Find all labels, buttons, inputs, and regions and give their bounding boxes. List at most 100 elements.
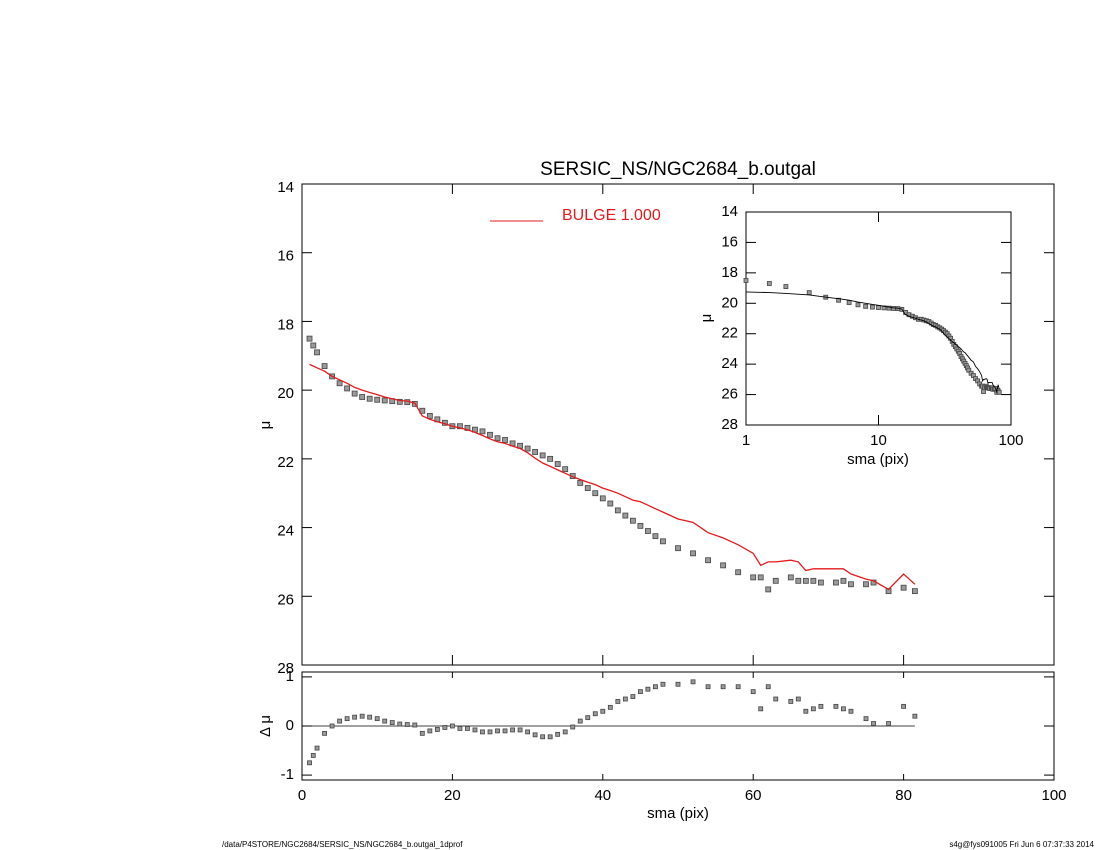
data-point	[787, 574, 794, 581]
residual-point	[397, 721, 403, 727]
data-point	[487, 431, 493, 438]
residual-point	[660, 681, 666, 687]
y-tick-label: 1	[286, 668, 294, 685]
data-point	[675, 545, 681, 552]
data-point	[848, 581, 854, 588]
y-tick-label: 26	[277, 591, 294, 608]
data-point	[911, 588, 918, 595]
data-point	[547, 455, 554, 462]
residual-point	[487, 729, 493, 735]
residual-point	[359, 713, 365, 719]
data-point	[321, 363, 328, 369]
inset-point	[886, 305, 892, 311]
y-tick-label: 16	[721, 233, 738, 250]
x-tick-label: 40	[594, 787, 611, 804]
data-point	[351, 390, 358, 397]
residual-point	[818, 703, 824, 709]
data-point	[457, 423, 463, 430]
x-axis-label: sma (pix)	[647, 805, 709, 822]
residual-point	[532, 732, 538, 738]
residual-point	[758, 706, 764, 712]
x-tick-label: 100	[998, 432, 1023, 449]
y-tick-label: 28	[721, 416, 738, 433]
y-axis-label: μ	[698, 314, 715, 323]
plot-frame	[301, 183, 1055, 666]
inset-point	[855, 302, 861, 308]
data-point	[592, 490, 599, 497]
x-tick-label: 80	[895, 787, 912, 804]
data-point	[840, 577, 847, 584]
data-point	[810, 577, 817, 584]
data-point	[735, 569, 742, 576]
residual-point	[412, 722, 418, 728]
residual-point	[307, 760, 312, 766]
residual-point	[750, 689, 756, 695]
data-point	[772, 577, 779, 584]
residual-point	[495, 728, 500, 734]
residual-point	[765, 684, 771, 690]
data-point	[524, 445, 531, 452]
y-axis-label: Δ μ	[257, 715, 274, 737]
residual-point	[322, 730, 327, 736]
data-point	[374, 396, 381, 403]
inset-point	[996, 389, 1002, 395]
y-tick-label: 14	[721, 203, 738, 220]
inset-point	[891, 306, 896, 311]
inset-point	[870, 304, 875, 310]
residual-point	[310, 753, 316, 758]
data-point	[629, 517, 636, 524]
x-tick-label: 0	[298, 787, 306, 804]
residual-point	[562, 729, 568, 735]
residual-point	[592, 711, 598, 717]
y-tick-label: 22	[277, 454, 294, 471]
data-point	[577, 480, 584, 486]
residual-point	[871, 721, 876, 726]
inset-point	[783, 284, 789, 289]
data-point	[396, 398, 403, 405]
x-tick-label: 100	[1041, 787, 1066, 804]
residual-point	[314, 745, 320, 751]
data-point	[366, 395, 373, 402]
inset-point	[863, 303, 869, 309]
data-point	[652, 533, 659, 540]
data-point	[532, 449, 539, 455]
residual-point	[389, 720, 395, 725]
residual-point	[653, 684, 658, 690]
data-point	[720, 562, 727, 569]
residual-point	[374, 716, 380, 722]
residual-point	[382, 718, 388, 724]
data-point	[381, 397, 388, 404]
legend-label: BULGE 1.000	[562, 207, 661, 224]
inset-background	[746, 212, 1011, 425]
data-point	[645, 528, 651, 534]
data-point	[660, 538, 666, 545]
y-tick-label: 18	[277, 316, 294, 333]
data-point	[802, 577, 809, 584]
residual-point	[510, 727, 515, 733]
residual-point	[615, 699, 621, 704]
residual-point	[367, 714, 373, 720]
data-point	[705, 557, 711, 564]
inset-point	[846, 300, 852, 305]
residual-point	[841, 706, 846, 712]
footer-left: /data/P4STORE/NGC2684/SERSIC_NS/NGC2684_…	[222, 840, 463, 849]
residual-point	[912, 713, 918, 719]
residual-point	[502, 728, 508, 734]
x-tick-label: 20	[444, 787, 461, 804]
y-tick-label: 24	[277, 523, 294, 540]
y-tick-label: 18	[721, 264, 738, 281]
residual-point	[480, 729, 485, 735]
residual-point	[525, 729, 530, 735]
residual-point	[329, 723, 335, 729]
y-tick-label: 20	[721, 294, 738, 311]
residual-point	[705, 684, 711, 690]
y-tick-label: 14	[277, 179, 294, 196]
residual-point	[337, 718, 343, 724]
residual-point	[585, 715, 591, 721]
data-point	[757, 574, 764, 581]
residual-point	[352, 714, 358, 720]
residual-point	[886, 721, 891, 726]
residual-point	[547, 734, 553, 740]
data-point	[614, 507, 621, 514]
y-tick-label: -1	[281, 766, 294, 783]
